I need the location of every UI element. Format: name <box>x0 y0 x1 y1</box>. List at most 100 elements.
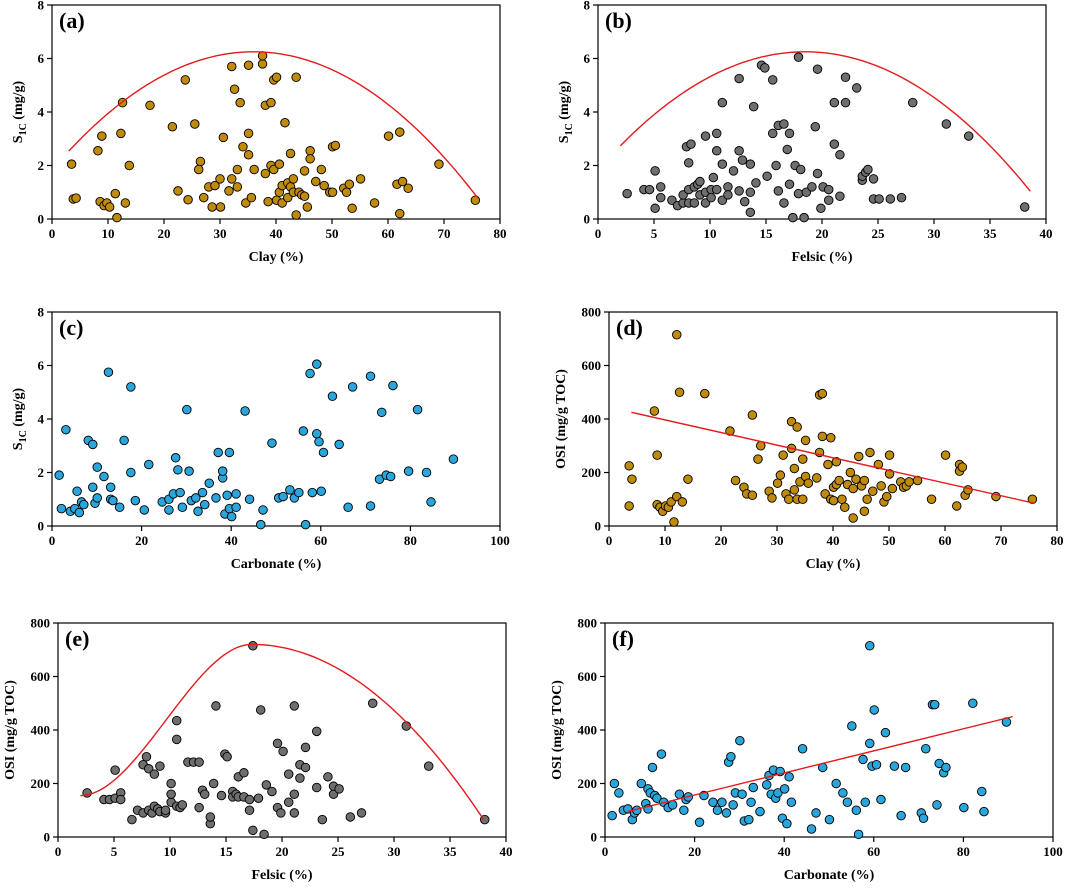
data-point <box>816 203 826 214</box>
data-point <box>246 192 257 203</box>
x-tick-label: 60 <box>314 533 327 548</box>
data-point <box>882 491 892 502</box>
data-point <box>300 742 311 753</box>
data-point <box>772 478 783 488</box>
data-point <box>860 797 871 807</box>
data-point <box>779 119 789 129</box>
data-point <box>263 196 273 207</box>
x-tick-label: 0 <box>49 226 56 241</box>
y-tick-label: 800 <box>578 616 598 631</box>
data-point <box>190 119 200 129</box>
data-point <box>388 380 398 391</box>
data-point <box>79 499 89 510</box>
data-point <box>834 475 844 486</box>
data-point <box>700 388 710 399</box>
data-point <box>289 701 300 711</box>
data-point <box>853 829 864 840</box>
data-point <box>305 146 315 156</box>
data-point <box>229 84 240 95</box>
data-point <box>423 761 434 771</box>
data-point <box>876 794 886 805</box>
data-point <box>139 505 150 515</box>
data-point <box>291 210 301 220</box>
data-point <box>232 164 243 175</box>
data-point <box>318 447 329 458</box>
x-tick-label: 10 <box>164 844 177 859</box>
y-tick-label: 0 <box>595 519 602 534</box>
data-point <box>103 367 114 377</box>
data-point <box>312 428 322 439</box>
data-point <box>110 188 121 199</box>
data-point <box>144 459 154 470</box>
data-point <box>977 786 987 797</box>
panel-c: 0 20 40 60 80 100 0 2 4 6 8 Carbonate (%) S1C (mg/g)… <box>11 305 510 573</box>
data-point <box>345 812 356 822</box>
data-point <box>885 194 896 204</box>
data-point <box>217 466 228 476</box>
x-tick-label: 0 <box>602 844 609 859</box>
x-tick-label: 20 <box>276 844 289 859</box>
data-point <box>717 797 727 807</box>
data-point <box>54 470 64 480</box>
data-point <box>858 754 868 765</box>
data-point <box>952 501 962 511</box>
data-point <box>865 447 875 458</box>
y-tick-label: 2 <box>584 158 591 173</box>
x-tick-label: 60 <box>382 226 395 241</box>
data-point <box>243 128 254 139</box>
x-tick-label: 5 <box>111 844 118 859</box>
data-point <box>88 482 98 492</box>
data-point <box>365 371 376 381</box>
data-point <box>305 154 315 164</box>
data-point <box>753 454 763 464</box>
data-point <box>717 159 728 169</box>
data-point <box>669 517 679 527</box>
data-point <box>307 487 318 498</box>
data-point <box>126 382 136 392</box>
data-point <box>355 174 366 184</box>
data-point <box>224 186 234 196</box>
data-point <box>347 203 357 214</box>
x-tick-label: 5 <box>651 226 658 241</box>
y-axis-label: S1C (mg/g) <box>11 387 29 450</box>
data-point <box>343 502 353 513</box>
data-point <box>746 797 756 807</box>
fit-curve <box>68 51 479 199</box>
data-point <box>773 186 784 196</box>
y-tick-label: 2 <box>38 158 45 173</box>
x-tick-label: 30 <box>388 844 401 859</box>
data-point <box>812 473 822 483</box>
data-point <box>767 75 778 85</box>
data-point <box>767 128 778 139</box>
data-point <box>734 186 744 196</box>
data-point <box>979 806 989 817</box>
data-point <box>227 174 237 184</box>
y-tick-label: 400 <box>582 412 602 427</box>
data-point <box>755 806 765 817</box>
data-point <box>211 493 221 503</box>
data-point <box>344 179 355 189</box>
x-tick-label: 60 <box>939 533 952 548</box>
data-point <box>810 121 821 132</box>
data-point <box>607 810 617 821</box>
data-point <box>771 160 781 171</box>
data-point <box>126 467 136 478</box>
data-point <box>258 505 268 515</box>
data-point <box>112 212 122 223</box>
data-point <box>817 431 828 442</box>
x-tick-label: 20 <box>158 226 171 241</box>
data-point <box>826 432 836 443</box>
data-point <box>803 478 814 488</box>
data-point <box>300 519 311 530</box>
data-point <box>222 490 232 500</box>
data-point <box>167 121 178 132</box>
data-point <box>243 150 254 160</box>
data-point <box>240 406 250 416</box>
data-point <box>166 778 176 789</box>
data-point <box>260 168 271 179</box>
data-point <box>316 164 327 175</box>
panel-label: (f) <box>612 626 634 651</box>
data-point <box>784 128 795 139</box>
data-point <box>734 73 744 84</box>
